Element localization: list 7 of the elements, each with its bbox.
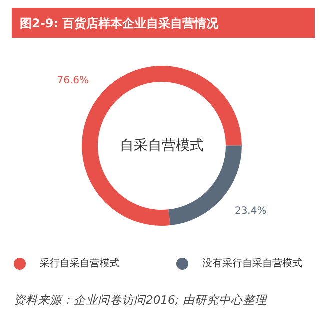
legend-label: 没有采行自采自营模式	[202, 258, 302, 270]
data-label: 76.6%	[57, 75, 90, 86]
legend-label: 采行自采自营模式	[40, 258, 120, 270]
text: 自采自营模式	[120, 138, 204, 154]
data-label: 23.4%	[234, 206, 267, 218]
text: 资料来源：企业问卷访问2016; 由研究中心整理	[14, 293, 268, 308]
chart-title: 图2-9: 百货店样本企业自采自营情况	[20, 16, 220, 30]
